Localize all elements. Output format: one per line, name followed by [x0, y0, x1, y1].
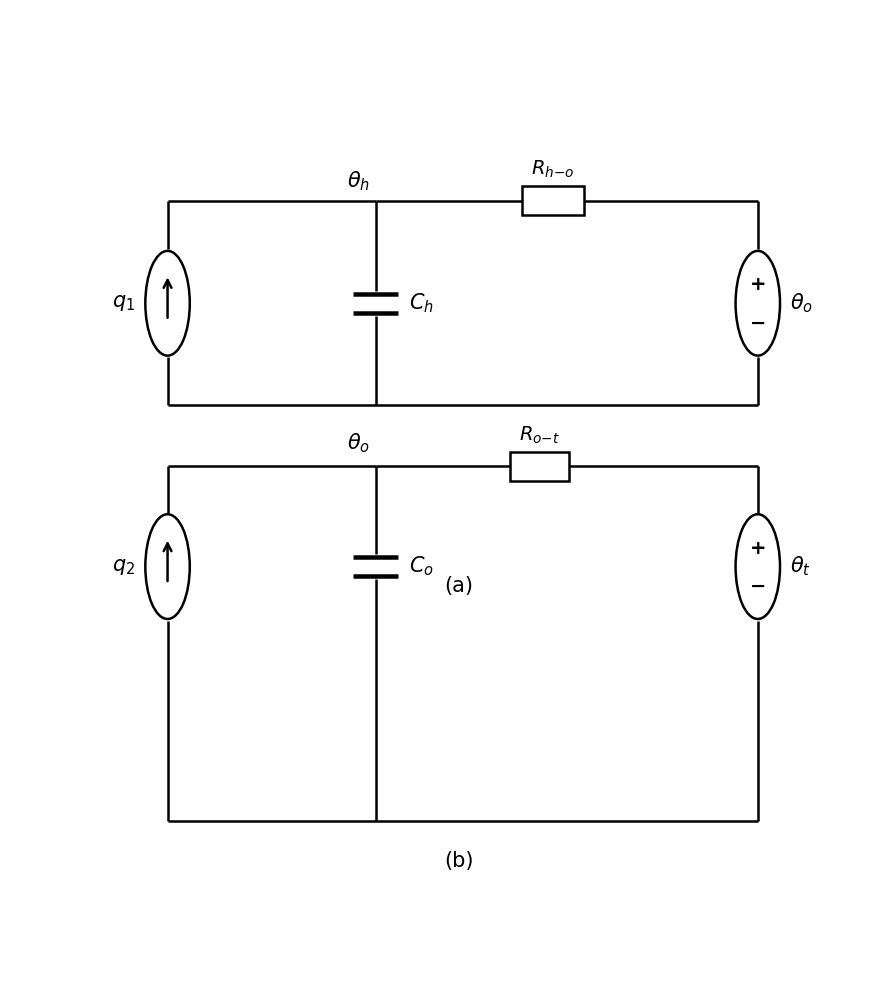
Text: $R_{o\mathrm{-}t}$: $R_{o\mathrm{-}t}$: [519, 424, 560, 446]
Text: $\theta_h$: $\theta_h$: [347, 170, 370, 193]
Text: (b): (b): [444, 851, 474, 871]
Ellipse shape: [145, 514, 190, 619]
Text: $C_h$: $C_h$: [409, 291, 434, 315]
Text: (a): (a): [444, 576, 474, 596]
Ellipse shape: [736, 251, 780, 356]
Text: −: −: [750, 577, 766, 596]
Text: $q_2$: $q_2$: [112, 557, 135, 577]
Text: −: −: [750, 314, 766, 333]
Text: +: +: [750, 275, 766, 294]
Text: $\theta_o$: $\theta_o$: [790, 291, 814, 315]
Text: $R_{h\mathrm{-}o}$: $R_{h\mathrm{-}o}$: [531, 159, 574, 180]
Bar: [510, 452, 569, 481]
Text: $q_1$: $q_1$: [112, 293, 135, 313]
Text: $\theta_t$: $\theta_t$: [790, 555, 812, 578]
Text: $\theta_o$: $\theta_o$: [347, 431, 370, 455]
Bar: [521, 186, 584, 215]
Ellipse shape: [145, 251, 190, 356]
Ellipse shape: [736, 514, 780, 619]
Text: +: +: [750, 539, 766, 558]
Text: $C_o$: $C_o$: [409, 555, 434, 578]
